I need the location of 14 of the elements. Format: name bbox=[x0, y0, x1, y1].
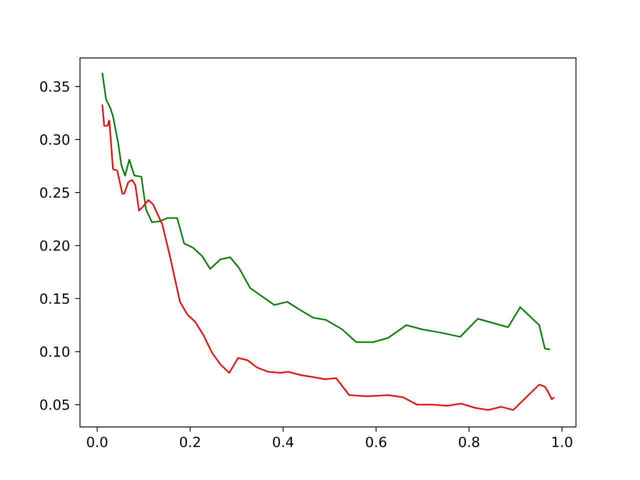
y-tick-label: 0.20 bbox=[40, 240, 70, 251]
y-tick-label: 0.35 bbox=[40, 81, 70, 92]
x-tick-label: 1.0 bbox=[552, 436, 572, 448]
x-tick-label: 0.6 bbox=[366, 436, 386, 448]
x-tick-label: 0.2 bbox=[180, 436, 200, 448]
x-tick-label: 0.4 bbox=[273, 436, 294, 448]
y-tick-label: 0.05 bbox=[40, 399, 70, 410]
y-tick-label: 0.25 bbox=[40, 187, 70, 198]
line-series bbox=[102, 104, 555, 411]
y-tick-label: 0.10 bbox=[40, 346, 70, 357]
x-tick-label: 0.0 bbox=[87, 436, 108, 448]
y-tick-label: 0.30 bbox=[40, 134, 70, 145]
x-tick-label: 0.8 bbox=[458, 436, 480, 448]
y-tick-label: 0.15 bbox=[40, 293, 70, 304]
